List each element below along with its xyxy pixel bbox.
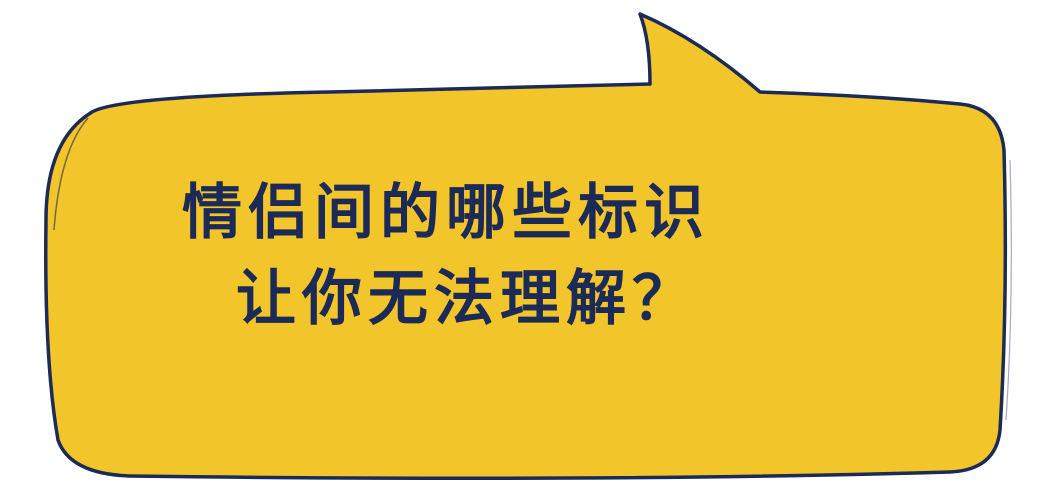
speech-bubble-sketch-line — [53, 117, 89, 231]
speech-bubble-sketch-line — [1005, 159, 1012, 421]
speech-bubble-body — [44, 12, 1008, 480]
caption-line-1: 情侣间的哪些标识 — [182, 178, 710, 248]
bubble-caption: 情侣间的哪些标识 让你无法理解？ — [120, 170, 920, 342]
caption-line-2: 让你无法理解？ — [236, 264, 698, 334]
